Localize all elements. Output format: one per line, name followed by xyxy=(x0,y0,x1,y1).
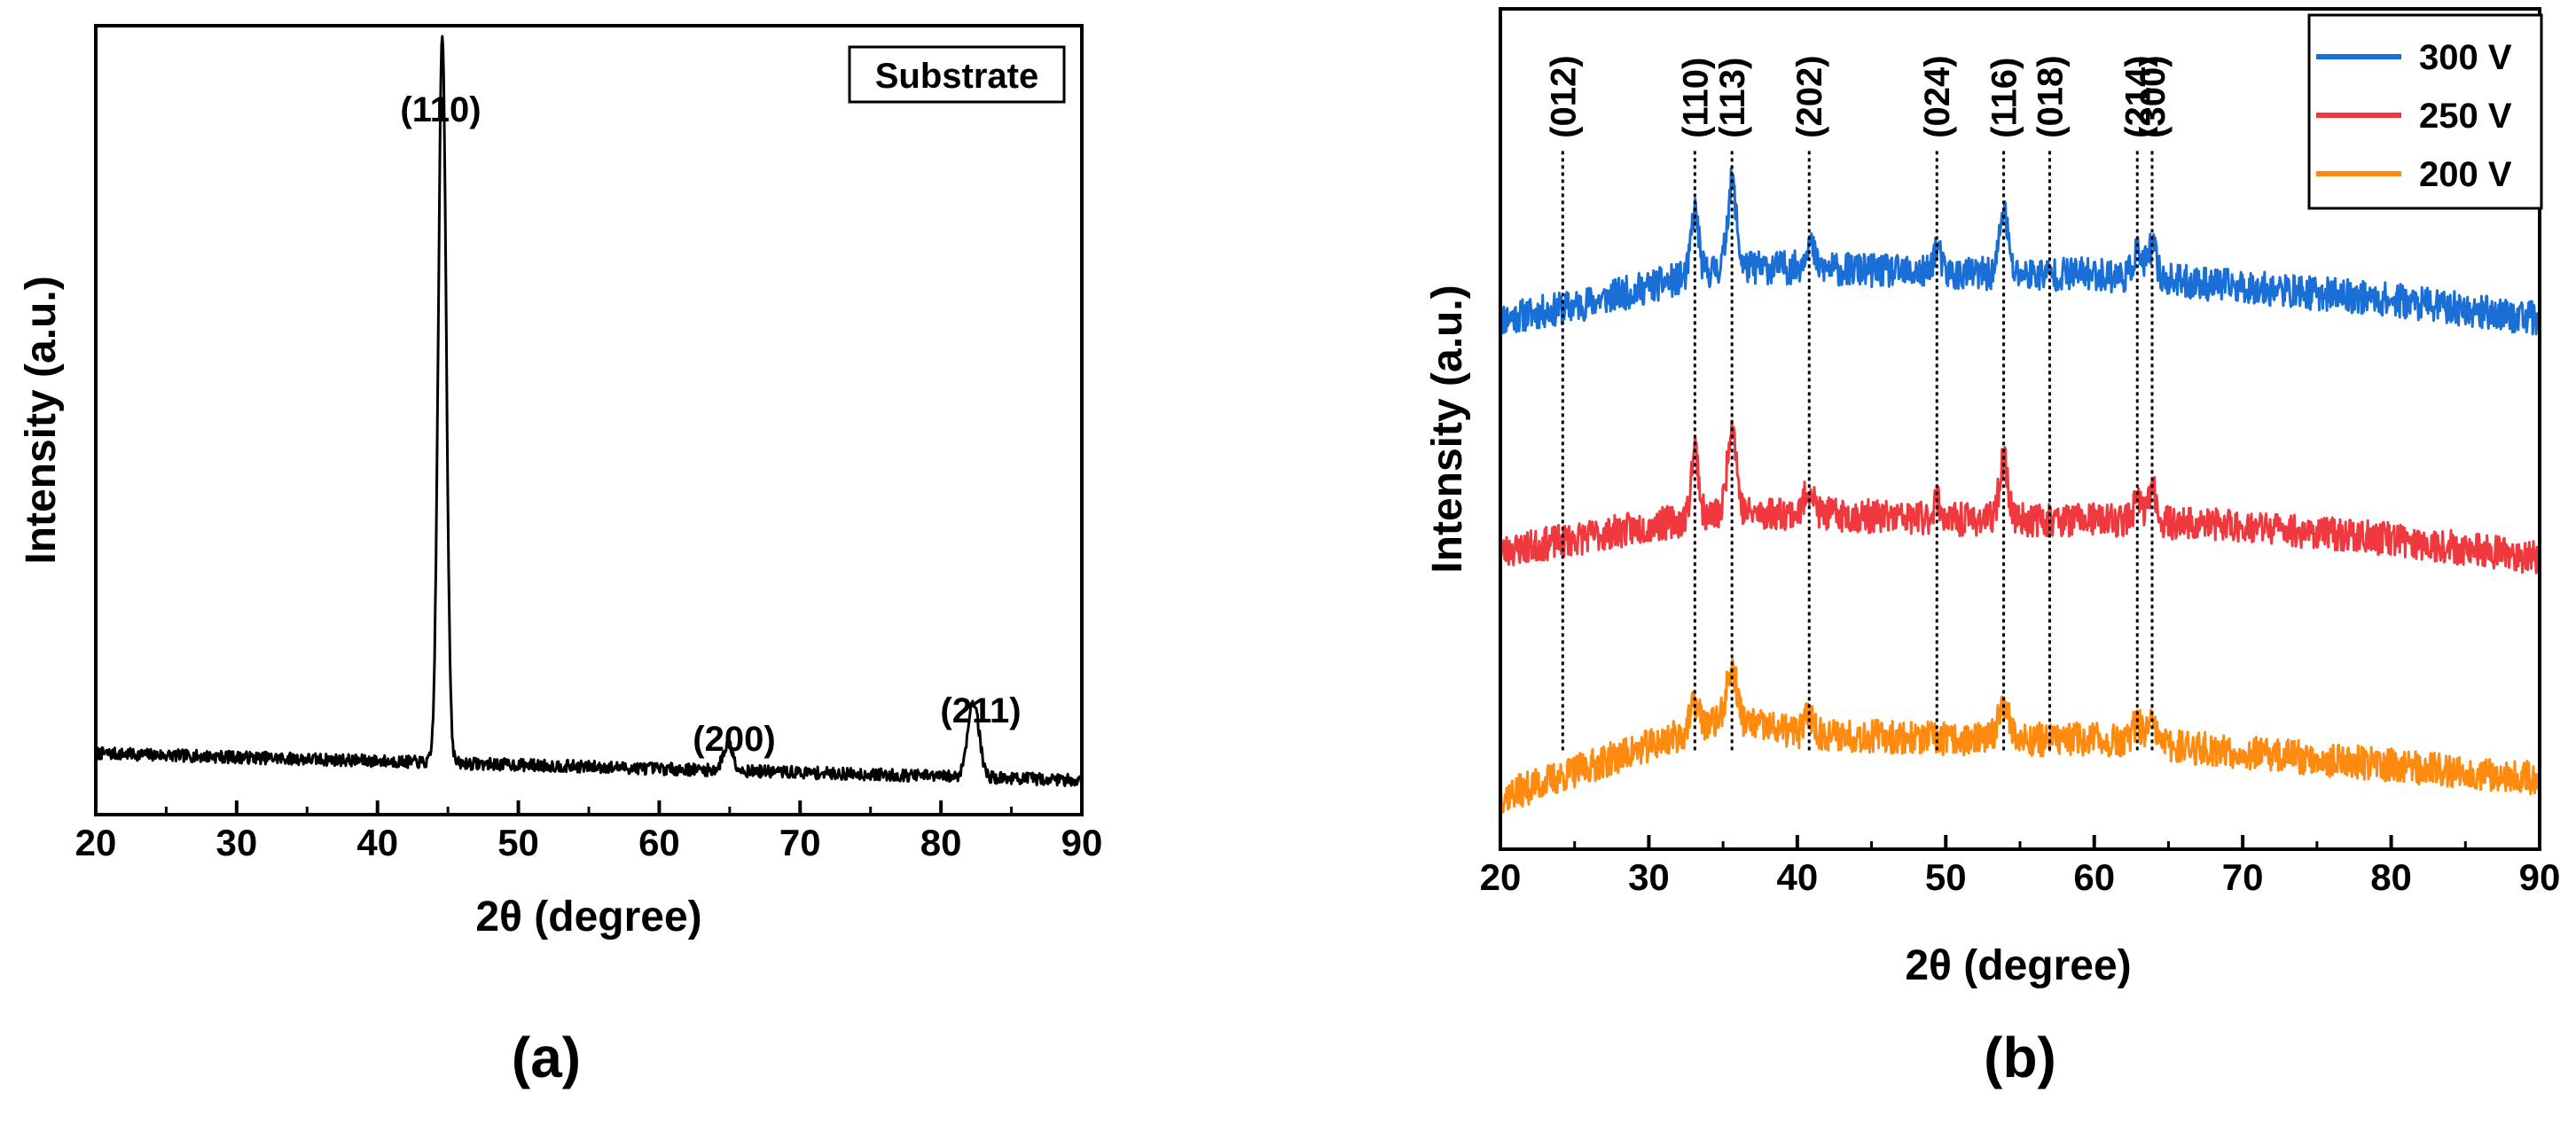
legend-label-300v: 300 V xyxy=(2419,38,2512,77)
panel-a-peak-label-110: (110) xyxy=(400,90,481,129)
panel-b-x-axis-label: 2θ (degree) xyxy=(1905,942,2131,989)
panel-a-x-tick-label-60: 60 xyxy=(638,822,680,863)
panel-b-ref-label-012: (012) xyxy=(1544,55,1583,137)
panel-a-x-tick-label-50: 50 xyxy=(497,822,539,863)
panel-a-x-axis-label: 2θ (degree) xyxy=(475,894,701,941)
panel-b-ref-label-113: (113) xyxy=(1713,58,1752,138)
panel-a-x-tick-label-40: 40 xyxy=(356,822,398,863)
panel-b-x-tick-label-60: 60 xyxy=(2073,856,2115,898)
panel-b-ref-label-202: (202) xyxy=(1790,55,1829,137)
panel-b-x-tick-label-40: 40 xyxy=(1776,856,1818,898)
panel-b-x-tick-label-70: 70 xyxy=(2222,856,2264,898)
legend-label-250v: 250 V xyxy=(2419,97,2512,136)
panel-b-ref-label-110: (110) xyxy=(1676,58,1715,138)
panel-a-y-axis-label: Intensity (a.u.) xyxy=(18,276,65,564)
panel-a-letter: (a) xyxy=(512,1026,581,1089)
panel-a-x-tick-label-20: 20 xyxy=(75,822,117,863)
panel-b-legend: 300 V 250 V 200 V xyxy=(2307,13,2543,210)
panel-a-x-tick-label-90: 90 xyxy=(1061,822,1103,863)
panel-a-legend-label: Substrate xyxy=(875,57,1039,96)
panel-b-ref-label-018: (018) xyxy=(2031,55,2070,137)
legend-label-200v: 200 V xyxy=(2419,155,2512,194)
panel-b-reference-lines: (012) (110)(113) (202) (024) (116) (018) (214)… xyxy=(1544,55,2173,753)
panel-a-plot-frame xyxy=(94,24,1084,816)
panel-b-x-tick-label-80: 80 xyxy=(2370,856,2412,898)
panel-b-x-tick-label-50: 50 xyxy=(1925,856,1967,898)
panel-a-trace-layer xyxy=(94,35,1084,787)
panel-b-trace-layer xyxy=(1499,167,2541,814)
panel-a-x-tick-label-80: 80 xyxy=(920,822,962,863)
panel-b: (012) (110)(113) (202) (024) (116) (018) (214)… xyxy=(1424,7,2561,1089)
panel-a-peak-label-200: (200) xyxy=(693,720,775,759)
panel-b-series-250v xyxy=(1499,419,2541,574)
panel-a: 20 30 40 50 60 70 80 90 Substrate (110) (200) (… xyxy=(18,24,1103,1089)
panel-b-ref-label-214: (214) xyxy=(2118,55,2157,137)
panel-b-x-tick-label-20: 20 xyxy=(1480,856,1522,898)
panel-a-series-substrate xyxy=(94,35,1084,787)
panel-b-y-axis-label: Intensity (a.u.) xyxy=(1424,285,1471,573)
panel-b-series-300v xyxy=(1499,167,2541,336)
panel-a-x-tick-label-70: 70 xyxy=(779,822,821,863)
panel-b-ref-label-116: (116) xyxy=(1985,58,2024,138)
panel-b-x-axis: 20 30 40 50 60 70 80 90 xyxy=(1480,835,2561,898)
panel-a-x-axis: 20 30 40 50 60 70 80 90 xyxy=(75,800,1103,863)
panel-a-legend-box xyxy=(848,45,1066,104)
panel-b-ref-label-024: (024) xyxy=(1918,55,1957,137)
panel-a-x-tick-label-30: 30 xyxy=(215,822,257,863)
panel-b-series-200v xyxy=(1499,658,2541,814)
panel-b-x-tick-label-90: 90 xyxy=(2519,856,2561,898)
panel-a-peak-label-211: (211) xyxy=(940,691,1021,730)
panel-b-letter: (b) xyxy=(1984,1026,2056,1089)
panel-b-x-tick-label-30: 30 xyxy=(1628,856,1670,898)
panel-b-ref-label-300: (300) xyxy=(2134,55,2173,137)
